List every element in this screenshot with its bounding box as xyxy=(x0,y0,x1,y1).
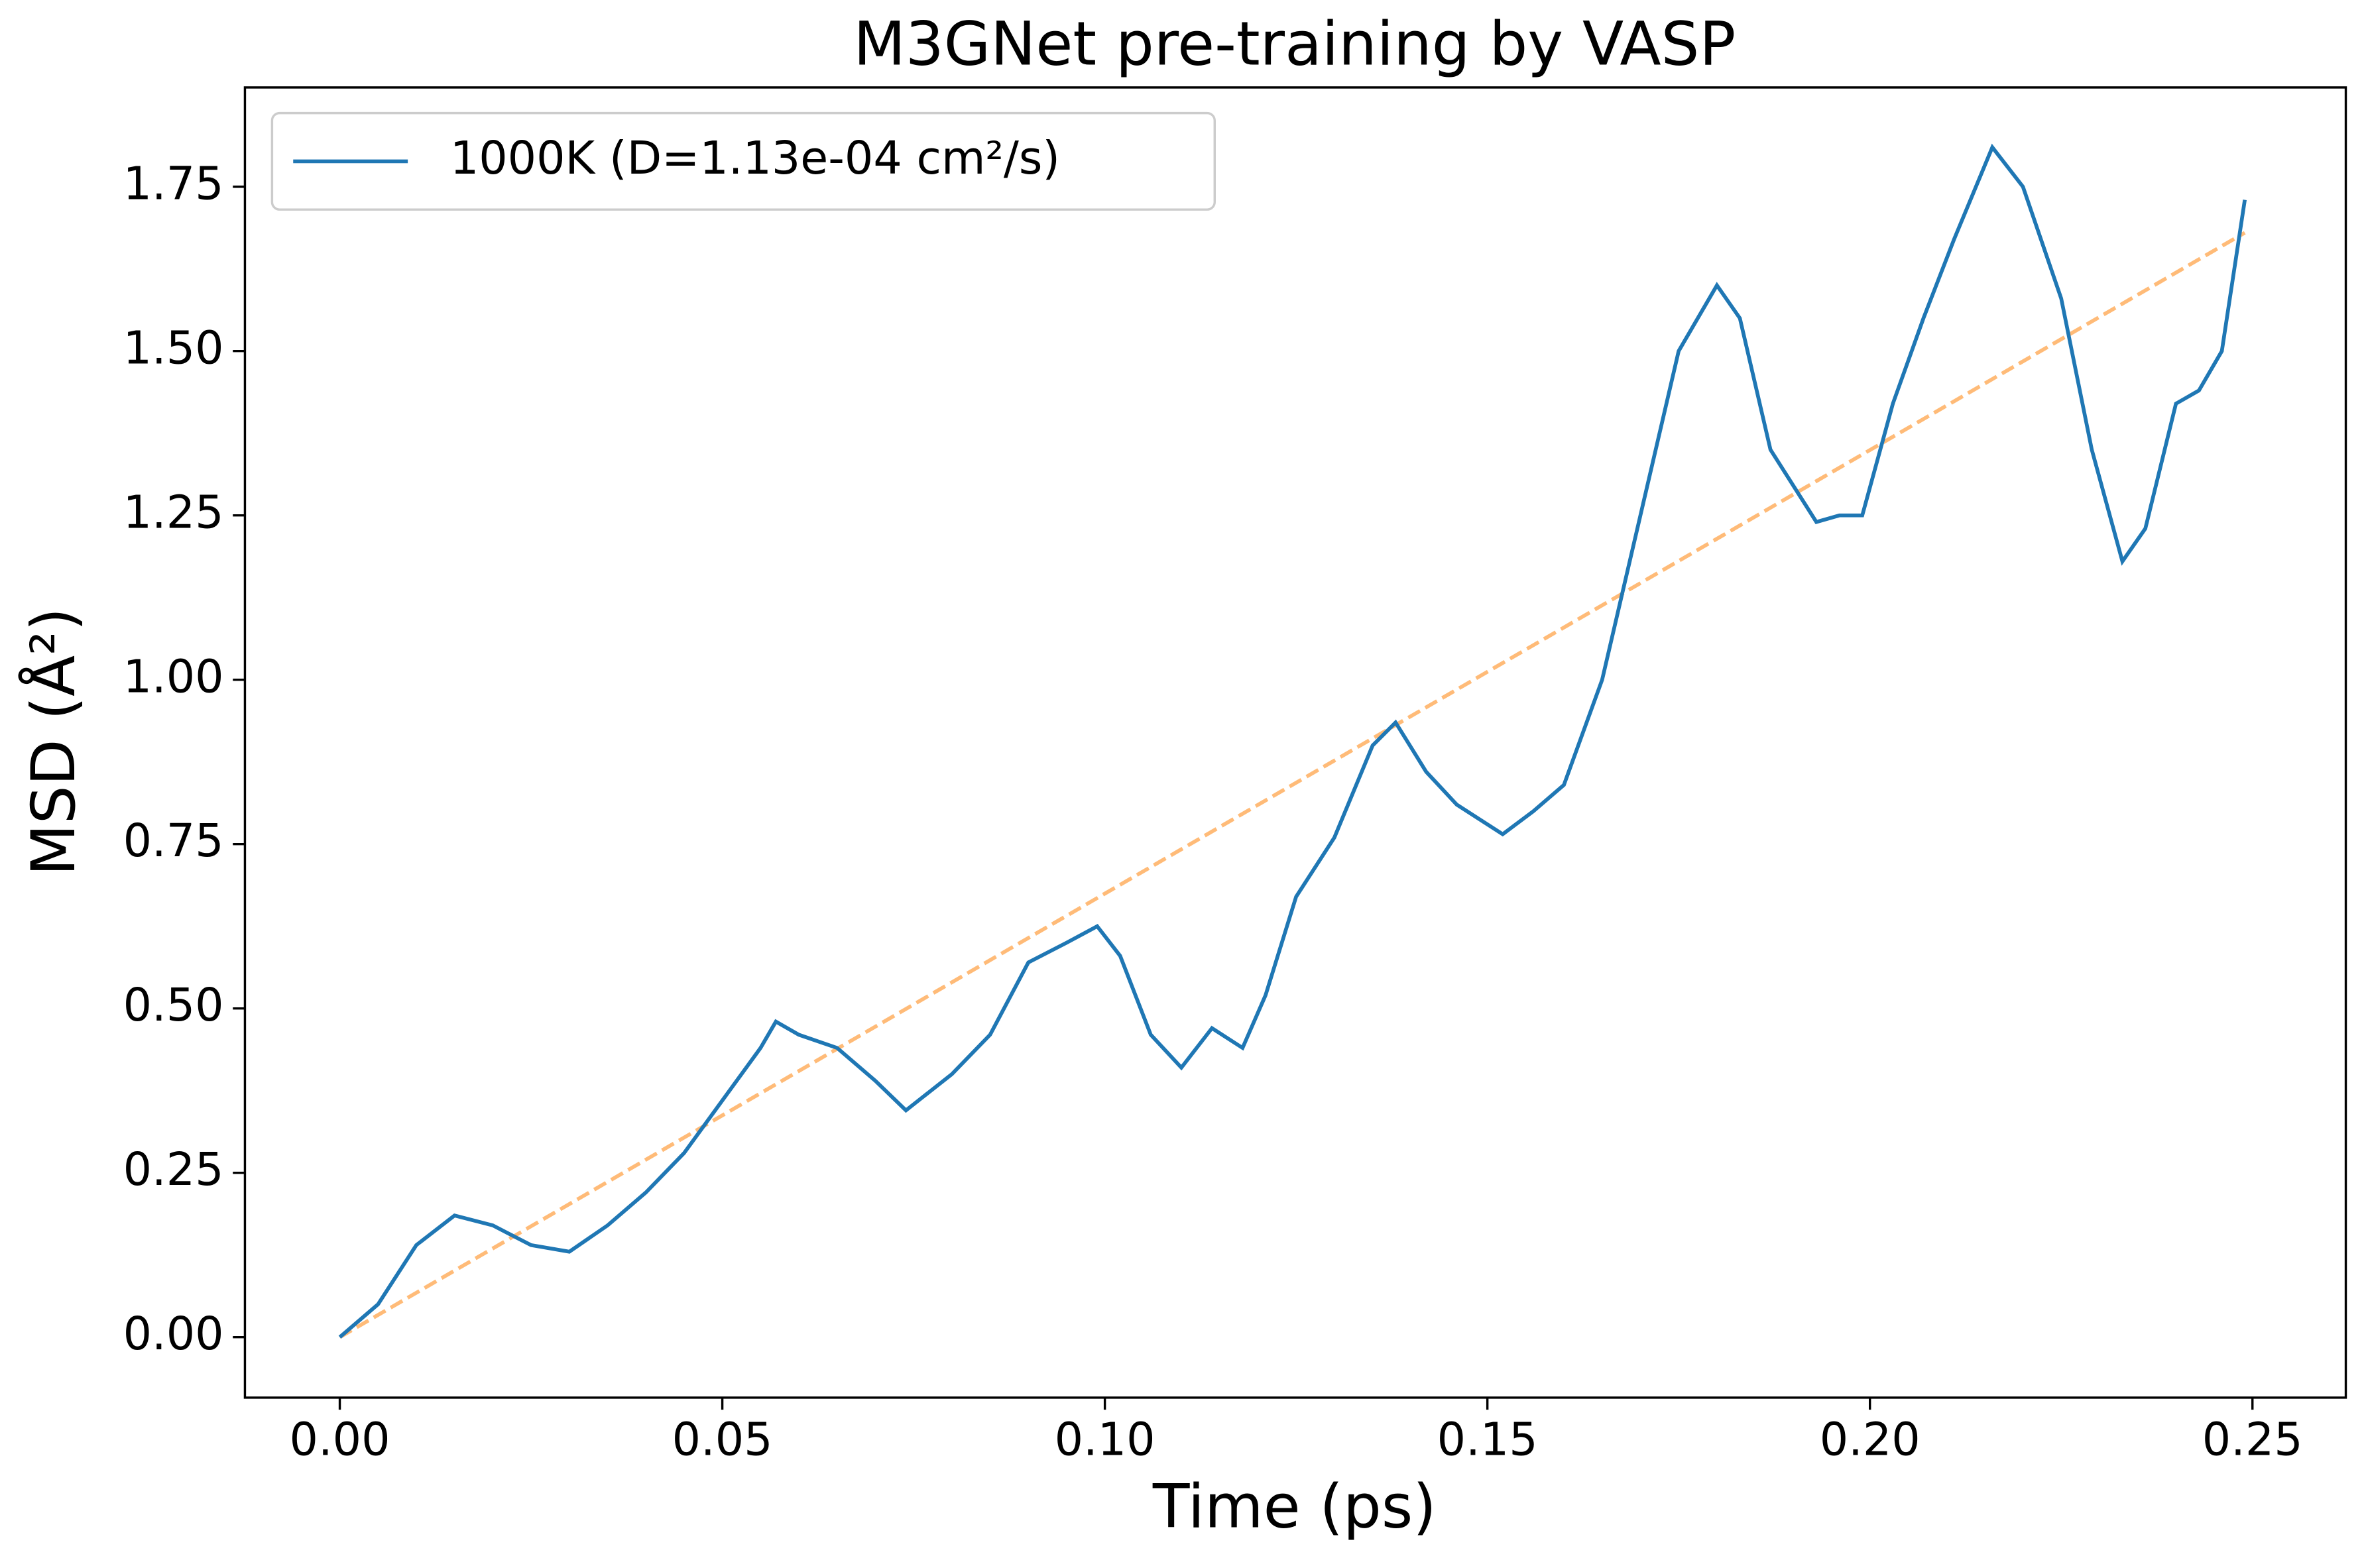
x-tick-label: 0.15 xyxy=(1437,1414,1538,1467)
x-tick-label: 0.00 xyxy=(290,1414,390,1467)
y-tick-label: 1.50 xyxy=(123,322,224,374)
x-axis-label: Time (ps) xyxy=(1152,1472,1437,1541)
y-tick-label: 0.00 xyxy=(123,1308,224,1361)
legend-label: 1000K (D=1.13e-04 cm²/s) xyxy=(450,133,1060,185)
plot-frame xyxy=(243,86,2347,1399)
x-tick-label: 0.20 xyxy=(1820,1414,1921,1467)
x-tick-label: 0.10 xyxy=(1055,1414,1155,1467)
y-tick-label: 0.25 xyxy=(123,1144,224,1196)
x-tick-label: 0.25 xyxy=(2202,1414,2303,1467)
legend-box xyxy=(270,111,1216,211)
y-tick-label: 1.00 xyxy=(123,651,224,703)
y-tick-label: 0.75 xyxy=(123,815,224,868)
y-tick-label: 0.50 xyxy=(123,980,224,1032)
data-line xyxy=(338,143,2247,1339)
y-axis-label: MSD (Å²) xyxy=(18,608,89,876)
chart-title: M3GNet pre-training by VASP xyxy=(853,10,1736,80)
data-line xyxy=(339,231,2246,1339)
y-tick-label: 1.75 xyxy=(123,158,224,210)
y-tick-label: 1.25 xyxy=(123,486,224,539)
x-tick-label: 0.05 xyxy=(672,1414,773,1467)
